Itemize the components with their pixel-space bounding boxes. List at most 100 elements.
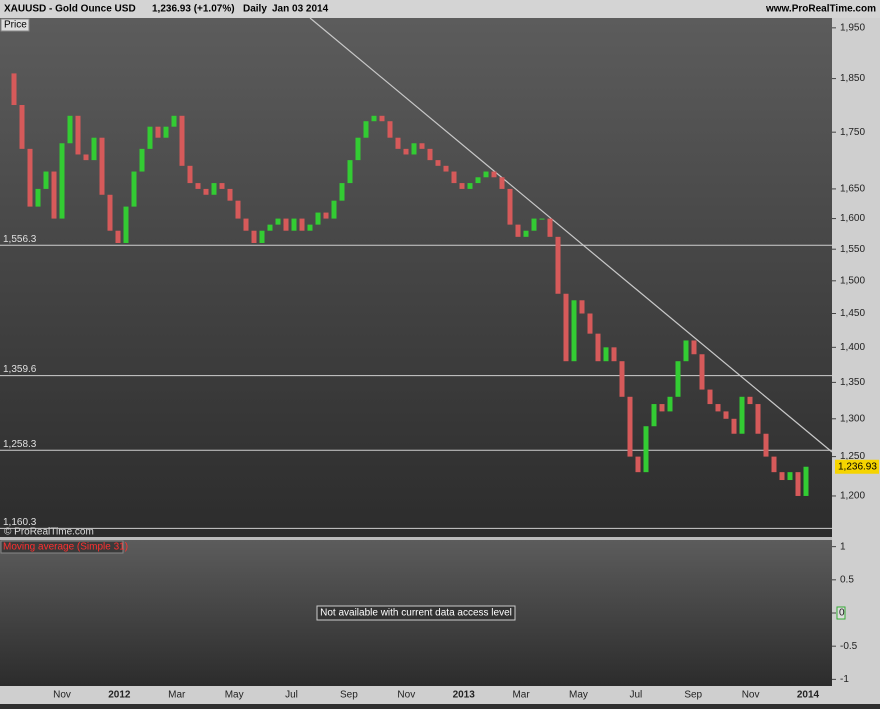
price-bar (411, 143, 417, 155)
panel-divider (0, 537, 832, 540)
level-label: 1,160.3 (3, 517, 37, 528)
price-bar (435, 160, 441, 166)
date: Jan 03 2014 (272, 4, 329, 15)
price-bar (19, 105, 25, 149)
symbol: XAUUSD - Gold Ounce USD (4, 4, 136, 15)
price-bar (171, 115, 177, 127)
y-tick-label: 1,950 (840, 22, 865, 33)
price-bar (235, 200, 241, 219)
indicator-title: Moving average (Simple 31) (3, 542, 128, 553)
price-bar (515, 224, 521, 237)
price-bar (603, 347, 609, 362)
price-bar (155, 126, 161, 138)
x-tick-label: Mar (168, 690, 186, 701)
price-bar (451, 171, 457, 184)
period: Daily (243, 4, 267, 15)
x-tick-label: 2014 (797, 690, 820, 701)
y-tick-label: -1 (840, 674, 849, 685)
price-bar (139, 148, 145, 172)
watermark: © ProRealTime.com (4, 527, 94, 538)
header-bar (0, 0, 880, 18)
price-bar (643, 426, 649, 473)
price-bar (323, 212, 329, 219)
price-bar (219, 183, 225, 189)
price-bar (99, 137, 105, 195)
y-tick-label: 0.5 (840, 574, 854, 585)
price-bar (483, 171, 489, 178)
price-bar (635, 456, 641, 473)
price-bar (539, 218, 545, 220)
x-tick-label: Sep (340, 690, 358, 701)
price-bar (547, 218, 553, 237)
y-tick-label: 1,550 (840, 244, 865, 255)
price-bar (27, 148, 33, 207)
panel-title: Price (4, 20, 27, 31)
indicator-title-box (0, 540, 124, 554)
price-bar (627, 396, 633, 457)
y-axis-area (832, 18, 880, 704)
price-bar (443, 165, 449, 172)
x-tick-label: Sep (684, 690, 702, 701)
price-bar (419, 143, 425, 149)
price-bar (763, 433, 769, 457)
price-bar (611, 347, 617, 362)
price-bar (227, 188, 233, 201)
price-bar (395, 137, 401, 149)
price-bar (651, 404, 657, 427)
price-bar (355, 137, 361, 161)
price-bar (347, 160, 353, 184)
price-bar (707, 389, 713, 405)
price-bar (523, 230, 529, 237)
price-bar (619, 361, 625, 397)
price-bar (315, 212, 321, 225)
y-tick-label: 1,850 (840, 73, 865, 84)
price-bar (331, 200, 337, 219)
trend-line (309, 17, 833, 453)
price-bar (803, 466, 809, 496)
x-tick-label: Jul (285, 690, 298, 701)
price-bar (123, 206, 129, 243)
marker-box (836, 606, 846, 620)
price-bar (723, 411, 729, 419)
price-bar (107, 194, 113, 231)
price-bar (715, 404, 721, 412)
price-bar (467, 183, 473, 189)
y-tick-label: 1,200 (840, 491, 865, 502)
y-tick-label: 1,750 (840, 127, 865, 138)
price-bar (131, 171, 137, 207)
price-label-box (0, 18, 30, 32)
price-bar (531, 218, 537, 231)
price-bar (11, 73, 17, 106)
price-bar (739, 396, 745, 434)
price-bar (563, 293, 569, 362)
price-bar (195, 183, 201, 189)
price-bar (507, 188, 513, 225)
price-bar (683, 340, 689, 362)
price-bar (203, 188, 209, 195)
price-bar (35, 188, 41, 207)
price-bar (363, 121, 369, 138)
price-bar (259, 230, 265, 243)
price-bar (659, 404, 665, 412)
price-bar (555, 236, 561, 294)
price-bar (299, 218, 305, 231)
last-price-box (835, 459, 879, 474)
price-bar (275, 218, 281, 225)
price-bar (579, 300, 585, 314)
x-tick-label: May (225, 690, 244, 701)
last-price-label: 1,236.93 (838, 461, 877, 472)
price-bar (787, 472, 793, 481)
price-bar (571, 300, 577, 362)
y-tick-label: 1,250 (840, 451, 865, 462)
x-tick-label: Mar (512, 690, 530, 701)
price-bar (43, 171, 49, 189)
price-bar (307, 224, 313, 231)
y-tick-label: 1,300 (840, 413, 865, 424)
price-bar (587, 313, 593, 334)
message: Not available with current data access l… (320, 608, 512, 619)
quote: 1,236.93 (+1.07%) (152, 4, 235, 15)
x-tick-label: Nov (397, 690, 415, 701)
price-bar (187, 165, 193, 184)
price-bar (699, 354, 705, 390)
price-bar (755, 404, 761, 434)
